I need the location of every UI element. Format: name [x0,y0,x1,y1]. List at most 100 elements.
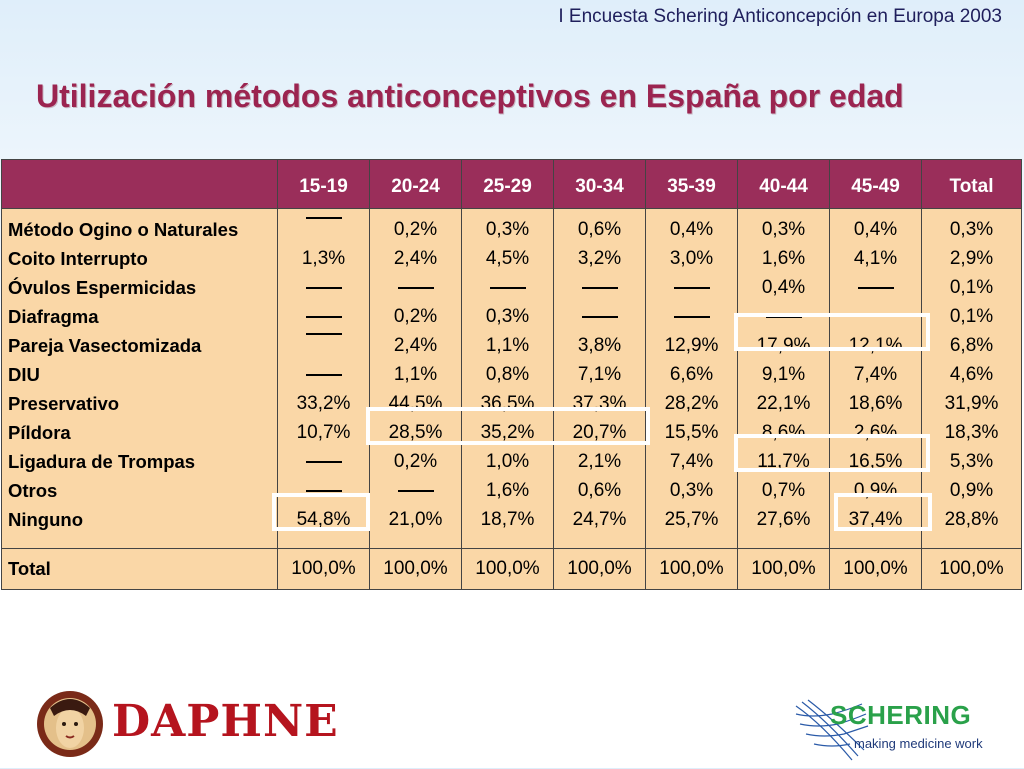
dash-mark [397,286,434,289]
row-label: Ligadura de Trompas [1,447,278,476]
table-cell: 17,9% [737,331,830,360]
total-cell: 100,0% [921,548,1022,590]
table-row: Óvulos Espermicidas 0,4% 0,1% [1,273,1022,302]
table-cell: 1,3% [277,244,370,273]
dash-mark [581,315,618,318]
dash-mark [305,332,342,335]
table-cell: 1,1% [369,360,462,389]
table-cell: 0,3% [461,208,554,244]
column-header: 20-24 [369,159,462,209]
table-cell: 1,6% [461,476,554,505]
dash-mark [305,286,342,289]
spacer-cell [1,534,278,549]
table-cell [553,302,646,331]
table-cell: 10,7% [277,418,370,447]
table-cell: 9,1% [737,360,830,389]
table-cell [369,273,462,302]
table-cell: 0,6% [553,476,646,505]
table-cell: 5,3% [921,447,1022,476]
table-cell: 24,7% [553,505,646,534]
highlight-box [272,493,370,531]
table-cell: 0,3% [737,208,830,244]
daphne-logo: DAPHNE [30,688,338,760]
dash-mark [489,286,526,289]
table-cell: 2,1% [553,447,646,476]
table-cell: 27,6% [737,505,830,534]
total-cell: 100,0% [461,548,554,590]
table-cell: 12,1% [829,331,922,360]
table-cell [277,208,370,244]
table-row: Preservativo 33,2% 44,5% 36,5% 37,3% 28,2% 22,… [1,389,1022,418]
column-header: Total [921,159,1022,209]
highlight-box [734,434,930,472]
dash-mark [581,286,618,289]
table-cell: 0,4% [737,273,830,302]
row-label: Ninguno [1,505,278,534]
table-cell: 0,2% [369,208,462,244]
dash-mark [673,315,710,318]
table-cell: 28,8% [921,505,1022,534]
schering-globe-icon [795,699,869,761]
spacer-cell [461,534,554,549]
table-row: Pareja Vasectomizada 2,4% 1,1% 3,8% 12,9% 17,… [1,331,1022,360]
spacer-cell [921,534,1022,549]
table-cell: 0,1% [921,302,1022,331]
spacer-cell [369,534,462,549]
table-cell: 2,4% [369,244,462,273]
column-header: 40-44 [737,159,830,209]
table-cell: 4,5% [461,244,554,273]
spacer-cell [829,534,922,549]
table-cell: 7,4% [645,447,738,476]
table-cell: 18,6% [829,389,922,418]
table-cell [277,476,370,505]
table-cell: 6,6% [645,360,738,389]
table-cell [277,360,370,389]
spacer-cell [553,534,646,549]
dash-mark [305,216,342,219]
table-cell: 0,7% [737,476,830,505]
table-cell: 18,7% [461,505,554,534]
dash-mark [857,286,894,289]
column-header: 25-29 [461,159,554,209]
table-cell: 0,4% [645,208,738,244]
table-cell: 0,2% [369,302,462,331]
table-cell: 3,8% [553,331,646,360]
schering-logo: SCHERING making medicine work [792,694,1002,764]
table-row: Ligadura de Trompas 0,2% 1,0% 2,1% 7,4% 11,7%… [1,447,1022,476]
table-cell [277,302,370,331]
dash-mark [305,315,342,318]
table-cell [369,476,462,505]
table-cell: 33,2% [277,389,370,418]
table-cell [645,302,738,331]
table-cell: 1,1% [461,331,554,360]
table-cell: 12,9% [645,331,738,360]
table-row: Otros 1,6% 0,6% 0,3% 0,7% 0,9% 0,9% [1,476,1022,505]
total-cell: 100,0% [737,548,830,590]
total-cell: 100,0% [277,548,370,590]
table-cell: 25,7% [645,505,738,534]
table-cell [645,273,738,302]
column-header: 30-34 [553,159,646,209]
table-cell: 21,0% [369,505,462,534]
table-cell: 0,4% [829,208,922,244]
column-header: 15-19 [277,159,370,209]
table-cell: 0,1% [921,273,1022,302]
table-cell [829,273,922,302]
table-cell: 1,6% [737,244,830,273]
table-cell: 15,5% [645,418,738,447]
spacer-cell [645,534,738,549]
row-label: Óvulos Espermicidas [1,273,278,302]
schering-wordmark: SCHERING [830,700,972,730]
column-header: 35-39 [645,159,738,209]
dash-mark [305,460,342,463]
table-cell: 0,2% [369,447,462,476]
table-cell: 7,4% [829,360,922,389]
total-cell: 100,0% [369,548,462,590]
table-cell: 6,8% [921,331,1022,360]
table-cell: 1,0% [461,447,554,476]
table-cell: 0,6% [553,208,646,244]
total-row: Total 100,0% 100,0% 100,0% 100,0% 100,0% 100,0… [1,548,1022,590]
table-row: Coito Interrupto 1,3% 2,4% 4,5% 3,2% 3,0% 1,6%… [1,244,1022,273]
total-cell: 100,0% [645,548,738,590]
table-header-row: 15-19 20-24 25-29 30-34 35-39 40-44 45-49 Total [1,159,1022,209]
